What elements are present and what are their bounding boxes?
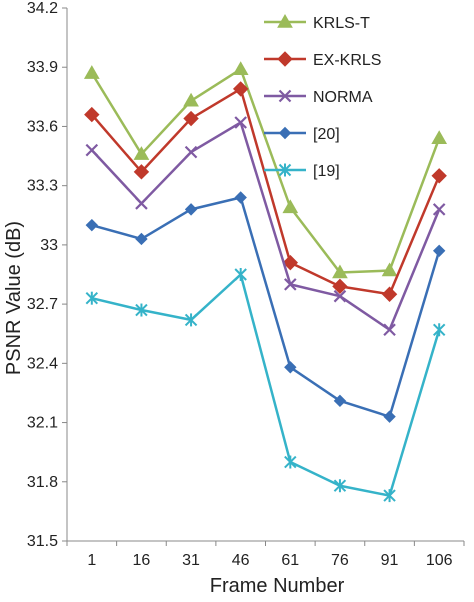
y-tick-label: 32.1 — [27, 415, 58, 432]
x-axis-title: Frame Number — [210, 575, 345, 597]
series-20 — [85, 191, 446, 423]
data-point-marker — [284, 455, 297, 469]
data-point-marker — [278, 126, 292, 140]
data-point-marker — [383, 410, 396, 423]
data-point-marker — [85, 143, 99, 157]
data-point-marker — [234, 268, 247, 281]
data-point-marker — [135, 197, 148, 210]
y-tick-label: 33.3 — [27, 178, 58, 195]
data-point-marker — [133, 164, 150, 180]
y-tick-label: 31.5 — [27, 533, 58, 550]
legend-label: NORMA — [313, 89, 373, 106]
y-tick-label: 33.9 — [27, 59, 58, 76]
data-point-marker — [383, 489, 396, 503]
data-point-marker — [333, 289, 347, 303]
legend-item: [20] — [264, 126, 340, 143]
data-point-marker — [83, 65, 100, 79]
data-point-marker — [278, 163, 292, 177]
data-point-marker — [282, 254, 299, 271]
data-point-marker — [232, 81, 249, 97]
y-tick-label: 31.8 — [27, 474, 58, 491]
series-line — [91, 273, 441, 497]
chart-series — [83, 61, 448, 503]
data-point-marker — [333, 394, 347, 408]
data-point-marker — [381, 286, 398, 302]
data-point-marker — [432, 323, 446, 337]
data-point-marker — [135, 232, 148, 246]
series-line — [90, 67, 441, 274]
data-point-marker — [383, 323, 396, 337]
x-tick-label: 106 — [426, 552, 453, 569]
data-point-marker — [332, 264, 348, 279]
legend-label: [19] — [313, 163, 340, 180]
x-axis-ticks: 1 16 31 46 61 76 91 106 — [66, 541, 465, 569]
data-point-marker — [333, 479, 347, 493]
data-point-marker — [232, 61, 249, 75]
data-point-marker — [284, 278, 297, 291]
y-tick-label: 32.4 — [27, 355, 58, 372]
legend-item: [19] — [264, 163, 340, 180]
x-tick-label: 1 — [87, 552, 96, 569]
data-point-marker — [184, 313, 198, 327]
data-point-marker — [84, 106, 100, 123]
x-tick-label: 46 — [232, 552, 250, 569]
y-tick-label: 32.7 — [27, 296, 58, 313]
data-point-marker — [184, 145, 198, 159]
legend-item: KRLS-T — [264, 13, 370, 32]
data-point-marker — [381, 262, 398, 277]
data-point-marker — [183, 92, 199, 107]
x-tick-label: 61 — [281, 552, 299, 569]
series-line — [90, 87, 441, 296]
chart-axes — [66, 8, 464, 542]
y-tick-label: 33.6 — [27, 118, 58, 135]
x-tick-label: 31 — [182, 552, 200, 569]
data-point-marker — [234, 191, 247, 204]
series-line — [90, 121, 441, 332]
legend-label: KRLS-T — [313, 15, 370, 32]
data-point-marker — [277, 13, 293, 28]
data-point-marker — [133, 146, 150, 160]
data-point-marker — [184, 203, 198, 216]
y-axis-title: PSNR Value (dB) — [3, 221, 25, 375]
series-krls-t — [83, 61, 448, 279]
legend-label: [20] — [313, 126, 340, 143]
data-point-marker — [234, 116, 247, 129]
y-tick-label: 33 — [40, 237, 58, 254]
data-point-marker — [432, 244, 446, 258]
series-line — [91, 196, 441, 418]
y-axis-ticks: 31.5 31.8 32.1 32.4 32.7 33 33.3 33.6 33.9 34.2 — [27, 0, 67, 550]
series-19 — [85, 268, 446, 503]
data-point-marker — [282, 199, 299, 214]
data-point-marker — [277, 51, 293, 67]
chart-legend: KRLS-T EX-KRLS NORMA [20] [19] — [264, 13, 381, 180]
data-point-marker — [284, 361, 297, 374]
data-point-marker — [85, 291, 99, 305]
data-point-marker — [183, 110, 199, 127]
data-point-marker — [431, 130, 448, 145]
legend-item: NORMA — [264, 89, 373, 106]
data-point-marker — [135, 303, 148, 317]
data-point-marker — [332, 278, 348, 295]
series-ex-krls — [84, 81, 447, 302]
y-tick-label: 34.2 — [27, 0, 58, 17]
legend-label: EX-KRLS — [313, 52, 381, 69]
x-tick-label: 91 — [381, 552, 399, 569]
x-tick-label: 16 — [133, 552, 151, 569]
x-tick-label: 76 — [331, 552, 349, 569]
data-point-marker — [432, 203, 446, 216]
data-point-marker — [278, 89, 292, 103]
data-point-marker — [85, 218, 99, 232]
series-norma — [85, 116, 446, 337]
data-point-marker — [431, 168, 447, 184]
legend-item: EX-KRLS — [264, 51, 381, 69]
